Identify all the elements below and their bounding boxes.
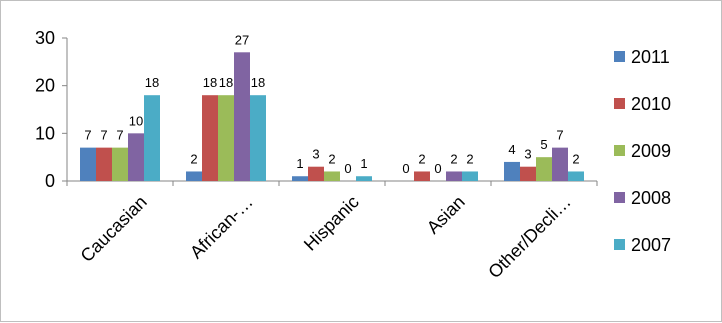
chart-legend: 2011 2010 2009 2008 2007 bbox=[614, 47, 671, 255]
y-tick-label: 0 bbox=[45, 171, 55, 191]
legend-swatch-2011 bbox=[614, 51, 625, 62]
bar-2011-4 bbox=[504, 162, 520, 181]
data-label-2007-1: 18 bbox=[251, 75, 265, 90]
bar-2008-1 bbox=[234, 52, 250, 181]
data-label-2007-4: 2 bbox=[572, 151, 579, 166]
bar-2011-2 bbox=[292, 176, 308, 181]
bar-2008-0 bbox=[128, 133, 144, 181]
legend-label-2008: 2008 bbox=[631, 188, 671, 208]
bar-2009-0 bbox=[112, 148, 128, 181]
bar-2009-2 bbox=[324, 171, 340, 181]
legend-label-2010: 2010 bbox=[631, 94, 671, 114]
data-label-2011-0: 7 bbox=[84, 128, 91, 143]
legend-swatch-2008 bbox=[614, 192, 625, 203]
data-label-2011-3: 0 bbox=[402, 161, 409, 176]
data-label-2010-0: 7 bbox=[100, 128, 107, 143]
data-label-2007-3: 2 bbox=[466, 151, 473, 166]
bar-2007-1 bbox=[250, 95, 266, 181]
data-label-2009-3: 0 bbox=[434, 161, 441, 176]
category-label-4: Other/Decli… bbox=[484, 192, 575, 283]
y-tick-label: 10 bbox=[35, 123, 55, 143]
bar-2009-4 bbox=[536, 157, 552, 181]
bar-2008-3 bbox=[446, 171, 462, 181]
data-label-2010-3: 2 bbox=[418, 151, 425, 166]
data-label-2009-0: 7 bbox=[116, 128, 123, 143]
legend-swatch-2010 bbox=[614, 98, 625, 109]
data-label-2009-1: 18 bbox=[219, 75, 233, 90]
bar-2007-3 bbox=[462, 171, 478, 181]
data-label-2010-1: 18 bbox=[203, 75, 217, 90]
legend-swatch-2007 bbox=[614, 239, 625, 250]
y-tick-label: 20 bbox=[35, 76, 55, 96]
legend-label-2011: 2011 bbox=[631, 47, 670, 67]
chart-category-labels: Caucasian African-… Hispanic Asian Other/Dec… bbox=[77, 192, 575, 283]
bar-2009-1 bbox=[218, 95, 234, 181]
bar-2011-0 bbox=[80, 148, 96, 181]
data-label-2009-2: 2 bbox=[328, 151, 335, 166]
data-label-2007-2: 1 bbox=[360, 156, 367, 171]
y-tick-label: 30 bbox=[35, 28, 55, 48]
data-label-2008-4: 7 bbox=[556, 128, 563, 143]
data-label-2008-1: 27 bbox=[235, 32, 249, 47]
bar-2007-0 bbox=[144, 95, 160, 181]
bar-2011-1 bbox=[186, 171, 202, 181]
legend-label-2007: 2007 bbox=[631, 235, 671, 255]
category-label-2: Hispanic bbox=[300, 192, 363, 255]
data-label-2009-4: 5 bbox=[540, 137, 547, 152]
bar-2008-4 bbox=[552, 148, 568, 181]
category-label-0: Caucasian bbox=[77, 192, 151, 266]
bar-2007-2 bbox=[356, 176, 372, 181]
data-label-2008-3: 2 bbox=[450, 151, 457, 166]
data-label-2008-2: 0 bbox=[344, 161, 351, 176]
legend-label-2009: 2009 bbox=[631, 141, 671, 161]
data-label-2010-2: 3 bbox=[312, 147, 319, 162]
bar-2010-1 bbox=[202, 95, 218, 181]
category-label-3: Asian bbox=[423, 192, 469, 238]
data-label-2011-1: 2 bbox=[190, 151, 197, 166]
data-label-2008-0: 10 bbox=[129, 113, 143, 128]
data-label-2010-4: 3 bbox=[524, 147, 531, 162]
bar-2010-4 bbox=[520, 167, 536, 181]
bar-2010-0 bbox=[96, 148, 112, 181]
legend-swatch-2009 bbox=[614, 145, 625, 156]
data-label-2011-2: 1 bbox=[296, 156, 303, 171]
data-label-2007-0: 18 bbox=[145, 75, 159, 90]
bar-2010-2 bbox=[308, 167, 324, 181]
category-label-1: African-… bbox=[186, 192, 257, 263]
data-label-2011-4: 4 bbox=[508, 142, 515, 157]
bar-2010-3 bbox=[414, 171, 430, 181]
bar-2007-4 bbox=[568, 171, 584, 181]
